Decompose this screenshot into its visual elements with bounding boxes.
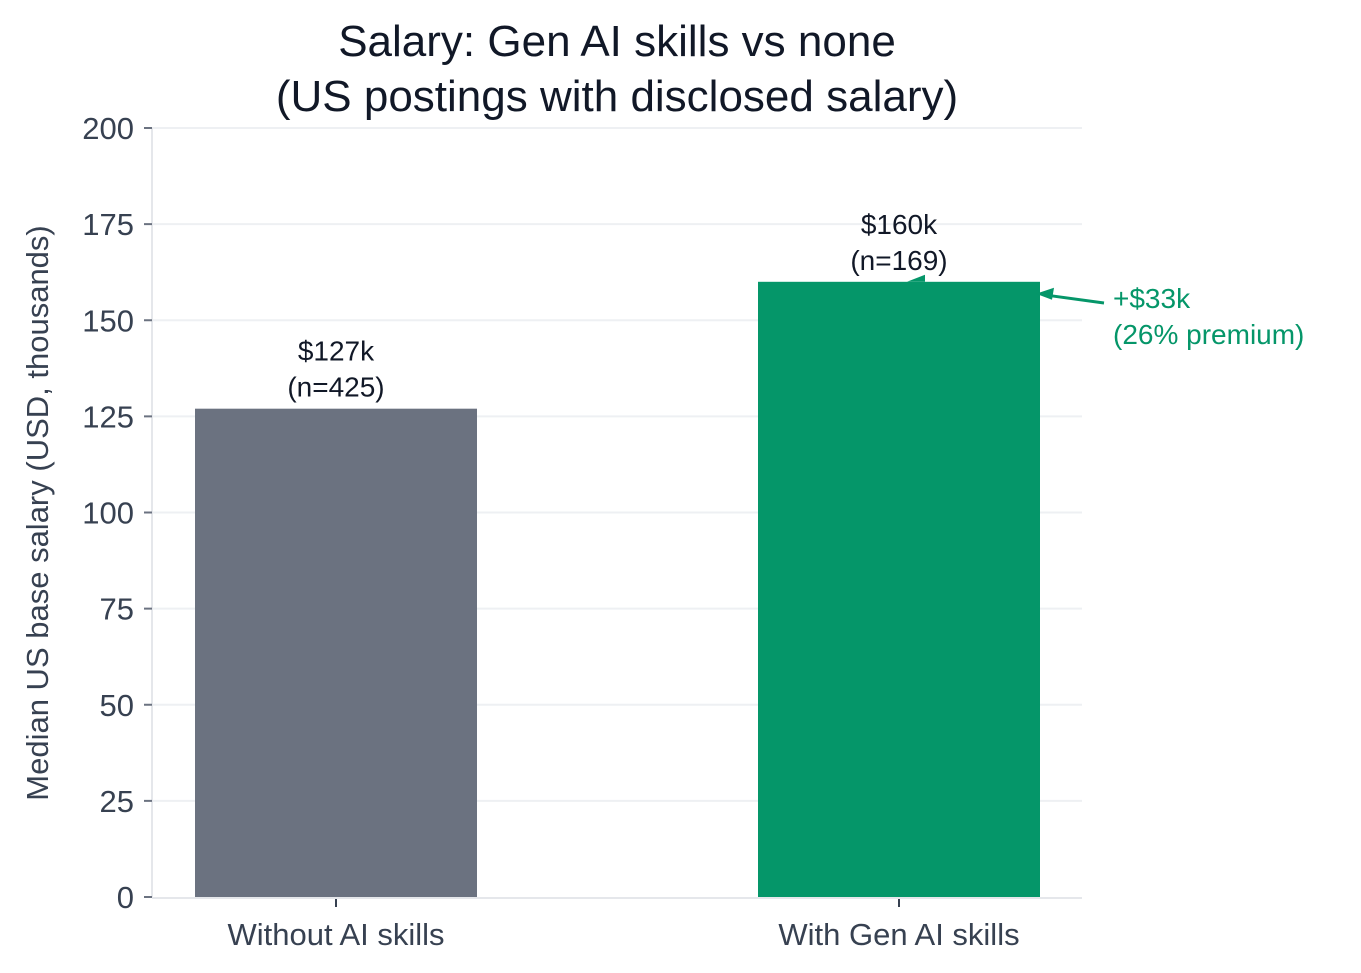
y-axis-ticks: 0 25 50 75 100 125 150 175 200: [82, 111, 152, 915]
x-tick-label: With Gen AI skills: [778, 917, 1019, 952]
chart-title-line-1: Salary: Gen AI skills vs none: [338, 17, 896, 66]
y-tick-label: 175: [82, 207, 134, 242]
y-tick-label: 0: [117, 880, 134, 915]
bar-without-ai-skills: [195, 408, 477, 897]
data-label: $127k: [298, 336, 375, 367]
data-label: (n=425): [287, 372, 384, 403]
y-tick-label: 25: [100, 784, 134, 819]
bars: [195, 281, 1040, 897]
bar-with-gen-ai-skills: [758, 281, 1040, 897]
y-tick-label: 50: [100, 688, 134, 723]
y-tick-label: 75: [100, 592, 134, 627]
y-tick-label: 200: [82, 111, 134, 146]
data-label: (n=169): [850, 245, 947, 276]
y-axis-label: Median US base salary (USD, thousands): [20, 225, 55, 800]
annotation-text: +$33k: [1113, 283, 1191, 314]
x-axis-ticks: Without AI skills With Gen AI skills: [227, 899, 1020, 952]
chart-title-line-2: (US postings with disclosed salary): [276, 72, 958, 121]
annotation-arrow: [1043, 293, 1105, 305]
y-tick-label: 150: [82, 303, 134, 338]
premium-annotation: +$33k (26% premium): [907, 274, 1304, 350]
data-label: $160k: [861, 209, 938, 240]
annotation-marker: [907, 274, 925, 282]
y-tick-label: 125: [82, 399, 134, 434]
y-tick-label: 100: [82, 496, 134, 531]
x-tick-label: Without AI skills: [227, 917, 444, 952]
annotation-arrowhead: [1036, 287, 1054, 300]
data-labels: $127k (n=425) $160k (n=169): [287, 209, 947, 403]
annotation-text: (26% premium): [1113, 319, 1304, 350]
